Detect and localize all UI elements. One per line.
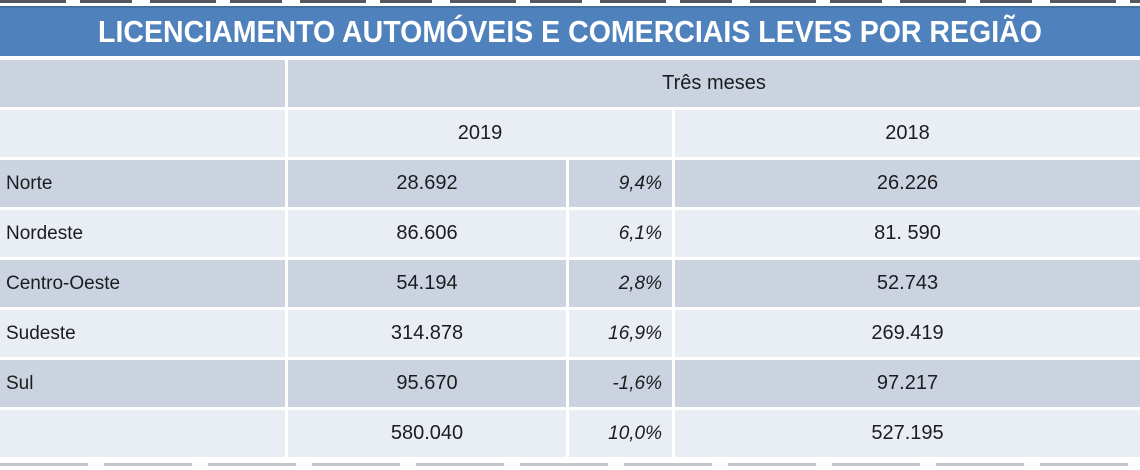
page-title: LICENCIAMENTO AUTOMÓVEIS E COMERCIAIS LE… [98,14,1042,49]
total-2019-cell: 580.040 [288,410,566,457]
value-2019-cell: 86.606 [288,210,566,257]
cropped-top-content-strip [0,0,1140,3]
region-cell: Centro-Oeste [0,260,285,307]
value-2018-cell: 97.217 [675,360,1140,407]
blank-cell [0,110,285,157]
region-cell: Norte [0,160,285,207]
pct-change-cell: -1,6% [569,360,672,407]
value-2019-cell: 28.692 [288,160,566,207]
total-2018-cell: 527.195 [675,410,1140,457]
pct-change-cell: 16,9% [569,310,672,357]
title-bar: LICENCIAMENTO AUTOMÓVEIS E COMERCIAIS LE… [0,6,1140,56]
value-2019-cell: 95.670 [288,360,566,407]
total-row-blank-cell [0,410,285,457]
licensing-table: Três meses 2019 2018 Norte 28.692 9,4% 2… [0,60,1140,457]
cropped-bottom-content-strip [0,463,1140,466]
region-cell: Sudeste [0,310,285,357]
year-2019-header: 2019 [288,110,672,157]
period-header-cell: Três meses [288,60,1140,107]
region-cell: Nordeste [0,210,285,257]
year-2018-header: 2018 [675,110,1140,157]
value-2018-cell: 269.419 [675,310,1140,357]
value-2019-cell: 54.194 [288,260,566,307]
pct-change-cell: 2,8% [569,260,672,307]
pct-change-cell: 9,4% [569,160,672,207]
region-cell: Sul [0,360,285,407]
pct-change-cell: 6,1% [569,210,672,257]
value-2018-cell: 81. 590 [675,210,1140,257]
total-pct-cell: 10,0% [569,410,672,457]
value-2018-cell: 26.226 [675,160,1140,207]
value-2019-cell: 314.878 [288,310,566,357]
corner-blank-cell [0,60,285,107]
value-2018-cell: 52.743 [675,260,1140,307]
